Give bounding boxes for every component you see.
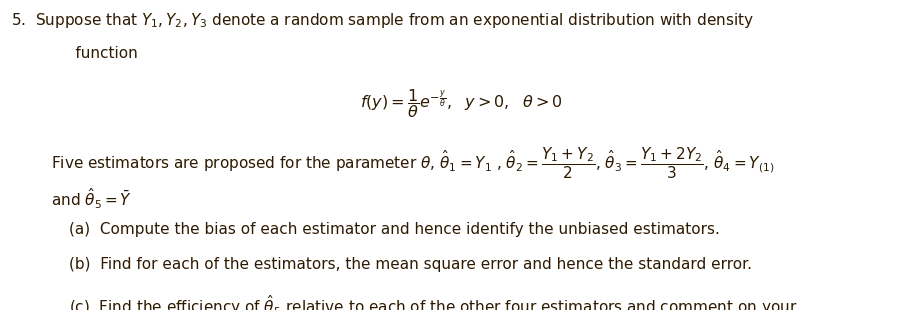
Text: $f(y) = \dfrac{1}{\theta}e^{-\frac{y}{\theta}}, \ \ y > 0, \ \ \theta > 0$: $f(y) = \dfrac{1}{\theta}e^{-\frac{y}{\t… xyxy=(360,87,562,120)
Text: (a)  Compute the bias of each estimator and hence identify the unbiased estimato: (a) Compute the bias of each estimator a… xyxy=(69,222,720,237)
Text: and $\hat{\theta}_5 = \bar{Y}$: and $\hat{\theta}_5 = \bar{Y}$ xyxy=(51,186,132,210)
Text: 5.  Suppose that $Y_1, Y_2, Y_3$ denote a random sample from an exponential dist: 5. Suppose that $Y_1, Y_2, Y_3$ denote a… xyxy=(11,11,754,30)
Text: (c)  Find the efficiency of $\hat{\theta}_5$ relative to each of the other four : (c) Find the efficiency of $\hat{\theta}… xyxy=(69,293,798,310)
Text: (b)  Find for each of the estimators, the mean square error and hence the standa: (b) Find for each of the estimators, the… xyxy=(69,257,752,272)
Text: function: function xyxy=(51,46,137,61)
Text: Five estimators are proposed for the parameter $\theta$, $\hat{\theta}_1 = Y_1$ : Five estimators are proposed for the par… xyxy=(51,146,774,181)
